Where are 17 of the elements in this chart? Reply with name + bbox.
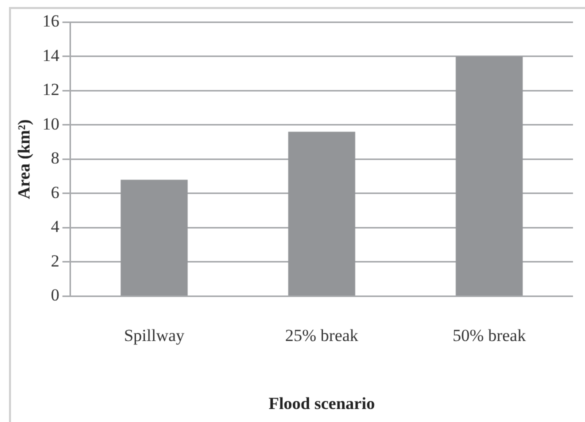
y-tick-label: 0 xyxy=(50,286,60,305)
y-tick-label: 10 xyxy=(42,114,60,134)
bar xyxy=(456,56,523,296)
y-tick-label: 12 xyxy=(42,80,60,100)
y-tick-label: 4 xyxy=(50,217,60,236)
x-axis-title: Flood scenario xyxy=(268,394,375,414)
y-axis-title: Area (km²) xyxy=(14,119,34,200)
y-tick-label: 16 xyxy=(42,12,60,31)
y-tick-label: 14 xyxy=(42,46,60,65)
y-tick-label: 6 xyxy=(50,182,60,202)
y-tick-label: 8 xyxy=(50,148,60,168)
y-tick-label: 2 xyxy=(50,251,60,270)
bar xyxy=(120,180,188,296)
x-tick-label: 50% break xyxy=(452,326,526,345)
x-tick-label: 25% break xyxy=(285,326,359,345)
bar xyxy=(288,132,356,296)
x-tick-label: Spillway xyxy=(124,326,185,345)
